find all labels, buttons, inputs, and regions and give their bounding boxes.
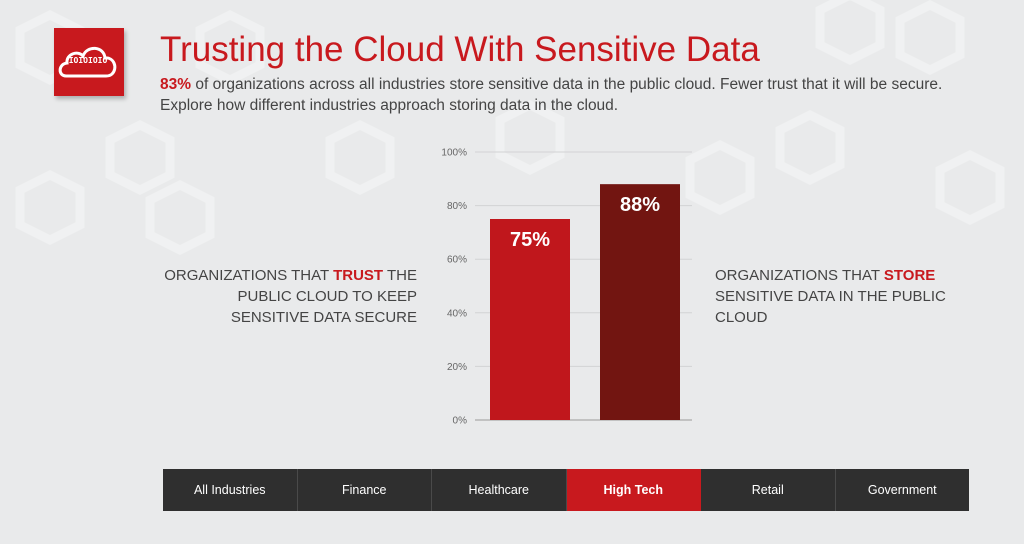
trust-label-after: the public cloud to keep sensitive data … [230,267,417,326]
cloud-logo: IOIOIOIO [54,28,124,96]
bar-store [600,184,680,420]
trust-label: Organizations that Trust the public clou… [160,265,417,328]
store-label-after: sensitive data in the public cloud [715,288,946,326]
tab-high-tech[interactable]: High Tech [566,469,701,511]
tab-government[interactable]: Government [867,483,937,497]
trust-label-before: Organizations that [164,267,334,284]
tab-finance[interactable]: Finance [298,469,432,511]
y-tick-label: 60% [447,255,467,266]
logo-binary-text: IOIOIOIO [68,56,108,65]
y-tick-label: 20% [447,362,467,373]
tab-healthcare[interactable]: Healthcare [432,469,567,511]
tab-all-industries[interactable]: All Industries [163,469,298,511]
y-tick-label: 100% [441,148,467,159]
store-label: Organizations that Store sensitive data … [715,265,955,328]
page-subtitle: 83% of organizations across all industri… [160,74,960,116]
industry-tab-bar: All Industries Finance Healthcare High Tech… [163,469,969,511]
cloud-icon [58,46,117,78]
bar-trust [490,219,570,420]
y-tick-label: 40% [447,308,467,319]
bar-value-label: 75% [510,229,550,251]
y-tick-label: 0% [453,416,468,427]
bar-chart: 0% 20% 40% 60% 80% 100% 75% 88% [441,148,692,427]
page-title: Trusting the Cloud With Sensitive Data [160,30,760,69]
tab-retail[interactable]: Retail [701,469,836,511]
y-tick-label: 80% [447,201,467,212]
store-label-before: Organizations that [715,267,884,284]
trust-label-highlight: Trust [333,267,384,284]
bar-value-label: 88% [620,194,660,216]
subtitle-text: of organizations across all industries s… [160,76,943,114]
store-label-highlight: Store [883,267,936,284]
subtitle-highlight: 83% [160,76,192,93]
